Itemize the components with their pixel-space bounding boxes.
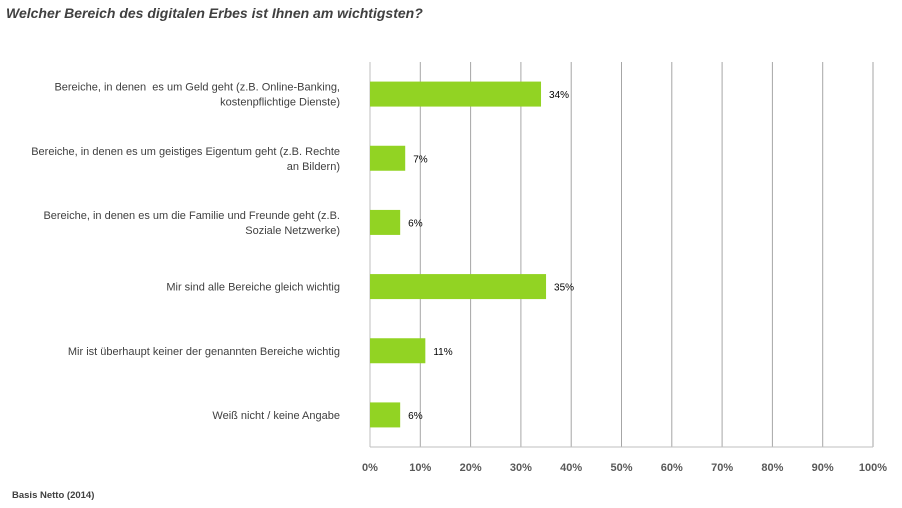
x-tick-label: 0% (362, 462, 378, 474)
category-label: Bereiche, in denen es um Geld geht (z.B.… (54, 82, 340, 109)
x-tick-label: 90% (812, 462, 834, 474)
bar (370, 274, 547, 300)
x-tick-label: 20% (460, 462, 482, 474)
category-label: Bereiche, in denen es um geistiges Eigen… (31, 146, 340, 173)
x-tick-label: 40% (560, 462, 582, 474)
x-tick-label: 30% (510, 462, 532, 474)
x-tick-label: 50% (610, 462, 632, 474)
bar (370, 145, 406, 171)
category-label-line: Mir sind alle Bereiche gleich wichtig (166, 282, 340, 294)
category-label-line: Bereiche, in denen es um Geld geht (z.B.… (54, 82, 340, 94)
data-label: 6% (408, 411, 423, 422)
bar (370, 402, 401, 428)
chart-title: Welcher Bereich des digitalen Erbes ist … (6, 5, 423, 21)
category-label-line: Weiß nicht / keine Angabe (212, 410, 340, 422)
category-label-line: Bereiche, in denen es um geistiges Eigen… (31, 146, 340, 158)
data-label: 7% (413, 154, 428, 165)
data-label: 6% (408, 218, 423, 229)
data-label: 34% (549, 90, 569, 101)
category-label-line: Soziale Netzwerke) (245, 225, 340, 237)
x-tick-label: 100% (859, 462, 887, 474)
bar (370, 338, 426, 364)
data-label: 35% (554, 283, 574, 294)
category-label: Weiß nicht / keine Angabe (212, 410, 340, 422)
source-note: Basis Netto (2014) (12, 490, 95, 501)
category-label: Mir sind alle Bereiche gleich wichtig (166, 282, 340, 294)
bar (370, 209, 401, 235)
x-tick-label: 10% (409, 462, 431, 474)
x-tick-label: 70% (711, 462, 733, 474)
category-label: Bereiche, in denen es um die Familie und… (43, 210, 340, 237)
bar (370, 81, 542, 107)
data-label: 11% (433, 347, 452, 358)
category-label-line: kostenpflichtige Dienste) (220, 97, 340, 109)
x-tick-label: 80% (761, 462, 783, 474)
category-label-line: Mir ist überhaupt keiner der genannten B… (68, 346, 340, 358)
category-label: Mir ist überhaupt keiner der genannten B… (68, 346, 340, 358)
category-label-line: an Bildern) (287, 161, 340, 173)
category-label-line: Bereiche, in denen es um die Familie und… (43, 210, 340, 222)
x-tick-label: 60% (661, 462, 683, 474)
